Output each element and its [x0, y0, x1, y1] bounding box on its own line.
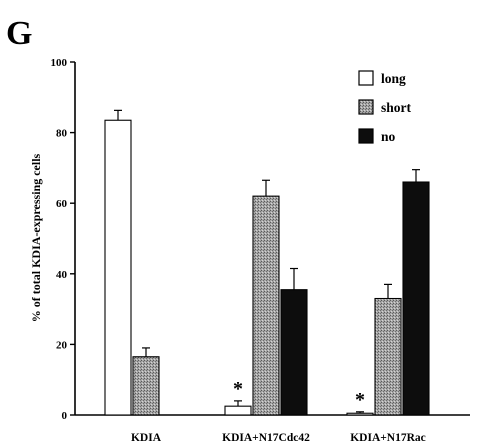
- bar-no: [402, 181, 430, 416]
- y-tick-label: 40: [56, 269, 68, 281]
- y-tick-label: 0: [62, 410, 68, 422]
- legend-swatch-long: [358, 70, 374, 86]
- x-category-label: KDIA+N17Cdc42: [222, 432, 310, 444]
- x-axis-labels: KDIA KDIA+N17Cdc42 KDIA+N17Rac: [131, 432, 426, 444]
- significance-asterisk: *: [355, 389, 365, 411]
- bar-short: [132, 356, 160, 416]
- bar-short: [374, 297, 402, 416]
- bar-long: [346, 412, 374, 416]
- y-tick-label: 80: [56, 128, 68, 140]
- x-category-label: KDIA+N17Rac: [350, 432, 426, 444]
- y-tick-label: 20: [56, 339, 68, 351]
- bar-long: [104, 119, 132, 416]
- x-category-label: KDIA: [131, 432, 162, 444]
- y-tick-label: 60: [56, 198, 68, 210]
- bars: [104, 109, 430, 416]
- bar-no: [280, 289, 308, 416]
- bar-long: [224, 405, 252, 416]
- legend-swatch-no: [358, 128, 374, 144]
- legend-label-short: short: [381, 100, 412, 115]
- legend: long short no: [358, 70, 412, 144]
- y-axis-title: % of total KDIA-expressing cells: [29, 153, 43, 322]
- y-tick-label: 100: [51, 57, 68, 69]
- bar-short: [252, 195, 280, 416]
- y-axis-ticks: 0 20 40 60 80 100: [51, 57, 75, 422]
- annotations: * *: [233, 378, 365, 411]
- legend-label-no: no: [381, 129, 396, 144]
- legend-swatch-short: [358, 99, 374, 115]
- significance-asterisk: *: [233, 378, 243, 400]
- panel-label: G: [6, 15, 32, 52]
- legend-label-long: long: [381, 71, 406, 86]
